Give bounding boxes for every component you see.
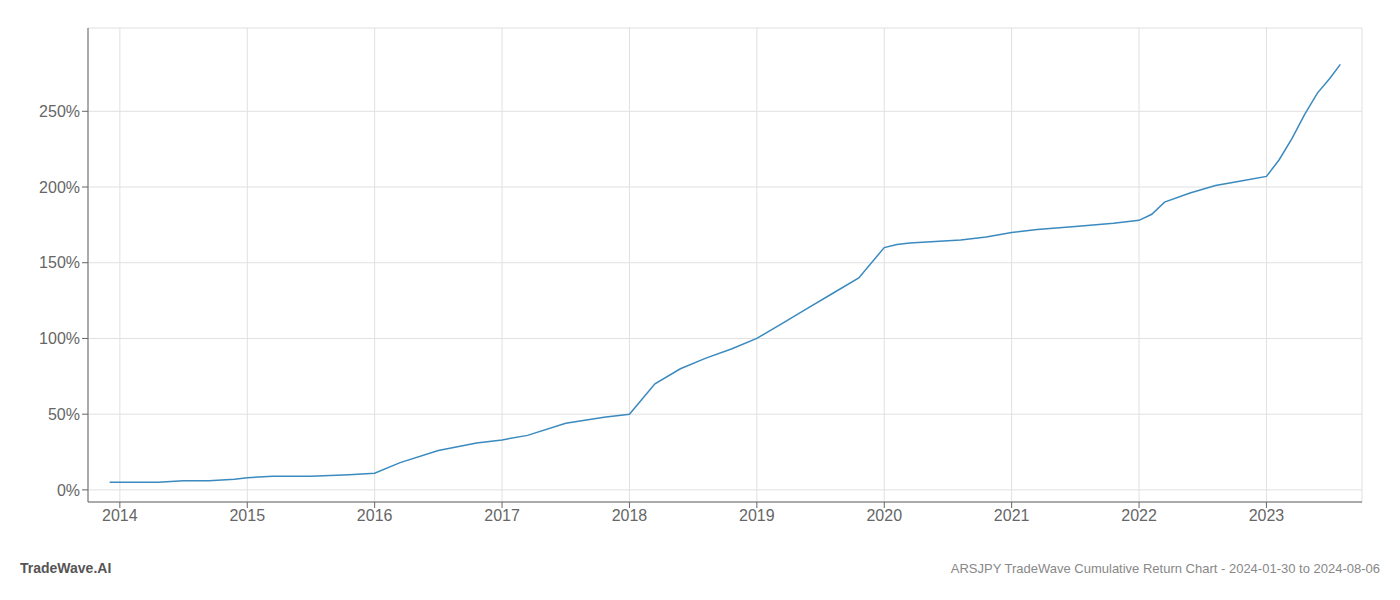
svg-text:2015: 2015 (229, 507, 265, 524)
svg-text:2022: 2022 (1121, 507, 1157, 524)
svg-text:50%: 50% (48, 406, 80, 423)
svg-text:2018: 2018 (612, 507, 648, 524)
svg-text:2019: 2019 (739, 507, 775, 524)
html-text:TradeWave.AI: TradeWave.AI (20, 560, 112, 576)
svg-text:200%: 200% (39, 179, 80, 196)
svg-text:0%: 0% (57, 482, 80, 499)
svg-text:2014: 2014 (102, 507, 138, 524)
svg-text:150%: 150% (39, 254, 80, 271)
svg-text:100%: 100% (39, 330, 80, 347)
svg-text:250%: 250% (39, 103, 80, 120)
html-text:ARSJPY TradeWave Cumulative Re: ARSJPY TradeWave Cumulative Return Chart… (950, 561, 1380, 576)
svg-text:2023: 2023 (1249, 507, 1285, 524)
svg-text:2017: 2017 (484, 507, 520, 524)
svg-text:2016: 2016 (357, 507, 393, 524)
svg-text:2020: 2020 (866, 507, 902, 524)
svg-text:2021: 2021 (994, 507, 1030, 524)
